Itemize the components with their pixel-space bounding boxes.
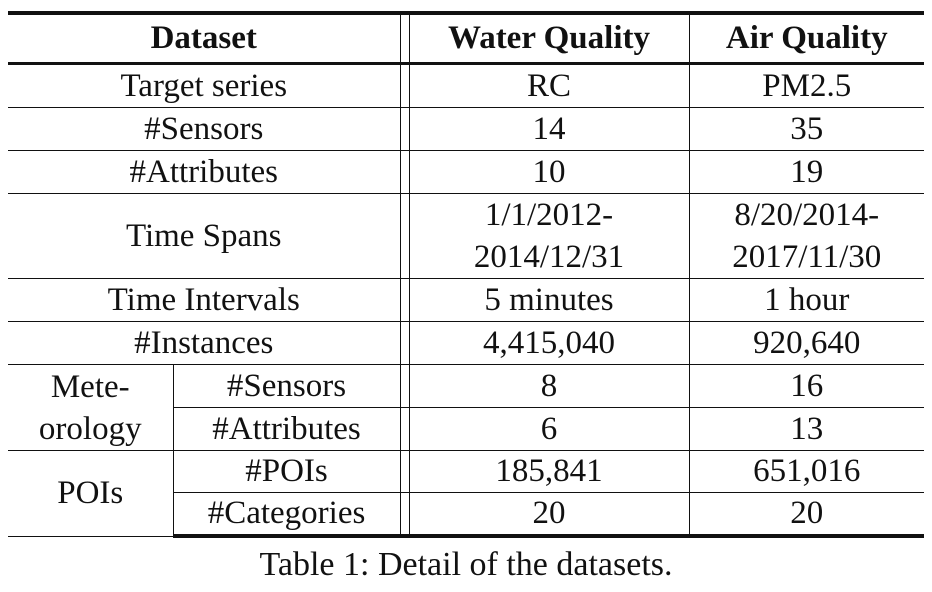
header-water-quality: Water Quality — [408, 11, 690, 65]
cell-water: 14 — [408, 107, 690, 151]
table-row: Target series RC PM2.5 — [8, 63, 924, 108]
header-dataset: Dataset — [8, 11, 401, 65]
cell-air: 13 — [688, 407, 924, 451]
table-row: Mete- orology #Sensors 8 16 — [8, 364, 924, 451]
table-row: Time Intervals 5 minutes 1 hour — [8, 278, 924, 322]
group-label-pois: POIs — [8, 450, 174, 537]
cell-air: PM2.5 — [688, 63, 924, 108]
header-air-quality: Air Quality — [688, 11, 924, 65]
sub-row-label: #POIs — [172, 450, 401, 493]
cell-water: 5 minutes — [408, 278, 690, 322]
cell-water: 1/1/2012- 2014/12/31 — [408, 193, 690, 279]
datasets-table: Dataset Water Quality Air Quality Target… — [8, 11, 924, 538]
double-rule-gap — [399, 492, 410, 538]
cell-line: 8/20/2014- — [734, 197, 880, 233]
cell-water: 10 — [408, 150, 690, 194]
group-label-meteorology: Mete- orology — [8, 364, 174, 451]
datasets-table-container: Dataset Water Quality Air Quality Target… — [8, 11, 924, 538]
double-rule-gap — [399, 364, 410, 408]
cell-air: 20 — [688, 492, 924, 538]
cell-air: 35 — [688, 107, 924, 151]
double-rule-gap — [399, 278, 410, 322]
table-row: #Attributes 6 13 — [8, 407, 924, 451]
cell-air: 16 — [688, 364, 924, 408]
sub-row-label: #Categories — [172, 492, 401, 538]
group-line: orology — [38, 410, 142, 447]
table-caption: Table 1: Detail of the datasets. — [259, 546, 673, 583]
sub-row-label: #Attributes — [172, 407, 401, 451]
double-rule-gap — [399, 321, 410, 365]
cell-water: 185,841 — [408, 450, 690, 493]
row-label: Time Spans — [8, 193, 401, 279]
row-label: Target series — [8, 63, 401, 108]
table-row: #Categories 20 20 — [8, 492, 924, 538]
cell-water: 6 — [408, 407, 690, 451]
table-row: #Instances 4,415,040 920,640 — [8, 321, 924, 365]
cell-air: 920,640 — [688, 321, 924, 365]
cell-water: 8 — [408, 364, 690, 408]
cell-air: 8/20/2014- 2017/11/30 — [688, 193, 924, 279]
cell-line: 2014/12/31 — [473, 239, 625, 275]
table-header-row: Dataset Water Quality Air Quality — [8, 11, 924, 65]
row-label: Time Intervals — [8, 278, 401, 322]
table-row: #Sensors 14 35 — [8, 107, 924, 151]
table-row: POIs #POIs 185,841 651,016 — [8, 450, 924, 537]
table-row: #Attributes 10 19 — [8, 150, 924, 194]
row-label: #Sensors — [8, 107, 401, 151]
cell-air: 1 hour — [688, 278, 924, 322]
table-row: Time Spans 1/1/2012- 2014/12/31 8/20/201… — [8, 193, 924, 279]
cell-water: 20 — [408, 492, 690, 538]
cell-air: 651,016 — [688, 450, 924, 493]
double-rule-gap — [399, 63, 410, 108]
cell-water: 4,415,040 — [408, 321, 690, 365]
double-rule-gap — [399, 11, 410, 65]
cell-line: 2017/11/30 — [732, 239, 882, 275]
double-rule-gap — [399, 407, 410, 451]
cell-line: 1/1/2012- — [484, 197, 614, 233]
cell-water: RC — [408, 63, 690, 108]
double-rule-gap — [399, 193, 410, 279]
cell-air: 19 — [688, 150, 924, 194]
row-label: #Instances — [8, 321, 401, 365]
double-rule-gap — [399, 150, 410, 194]
sub-row-label: #Sensors — [172, 364, 401, 408]
group-line: Mete- — [50, 368, 130, 405]
double-rule-gap — [399, 450, 410, 493]
double-rule-gap — [399, 107, 410, 151]
row-label: #Attributes — [8, 150, 401, 194]
